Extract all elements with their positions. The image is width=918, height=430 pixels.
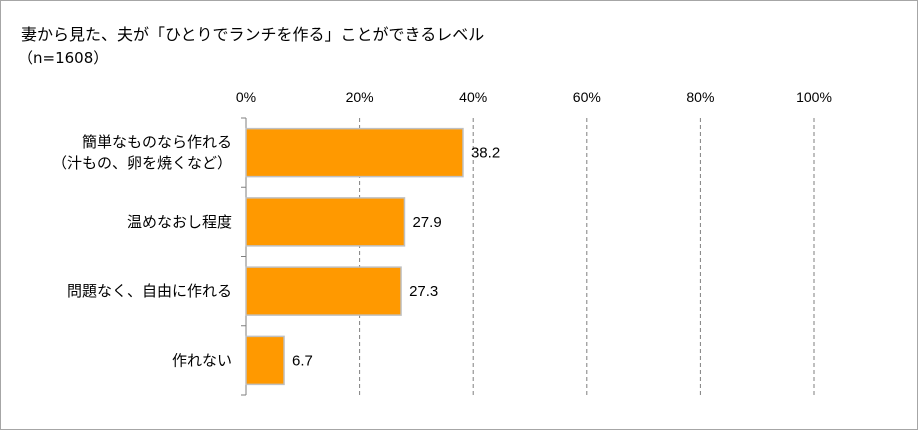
category-label: 簡単なものなら作れる bbox=[82, 133, 232, 151]
category-label: 問題なく、自由に作れる bbox=[67, 282, 232, 300]
bar bbox=[245, 127, 464, 178]
data-label: 38.2 bbox=[471, 145, 500, 162]
data-label: 6.7 bbox=[292, 352, 313, 369]
chart-title: 妻から見た、夫が「ひとりでランチを作る」ことができるレベル bbox=[21, 25, 485, 44]
tick-label: 80% bbox=[686, 89, 714, 105]
tick-label: 100% bbox=[796, 89, 832, 105]
category-label: （汁もの、卵を焼くなど） bbox=[52, 154, 232, 172]
bar bbox=[245, 335, 285, 386]
data-label: 27.3 bbox=[409, 283, 438, 300]
tick-label: 60% bbox=[573, 89, 601, 105]
tick-label: 40% bbox=[459, 89, 487, 105]
data-label: 27.9 bbox=[412, 214, 441, 231]
category-label: 作れない bbox=[172, 351, 232, 369]
bar bbox=[245, 266, 402, 316]
category-label: 温めなおし程度 bbox=[127, 213, 232, 231]
tick-label: 20% bbox=[346, 89, 374, 105]
tick-label: 0% bbox=[236, 89, 256, 105]
bar bbox=[245, 197, 406, 247]
chart-subtitle: （n=1608） bbox=[18, 49, 109, 67]
